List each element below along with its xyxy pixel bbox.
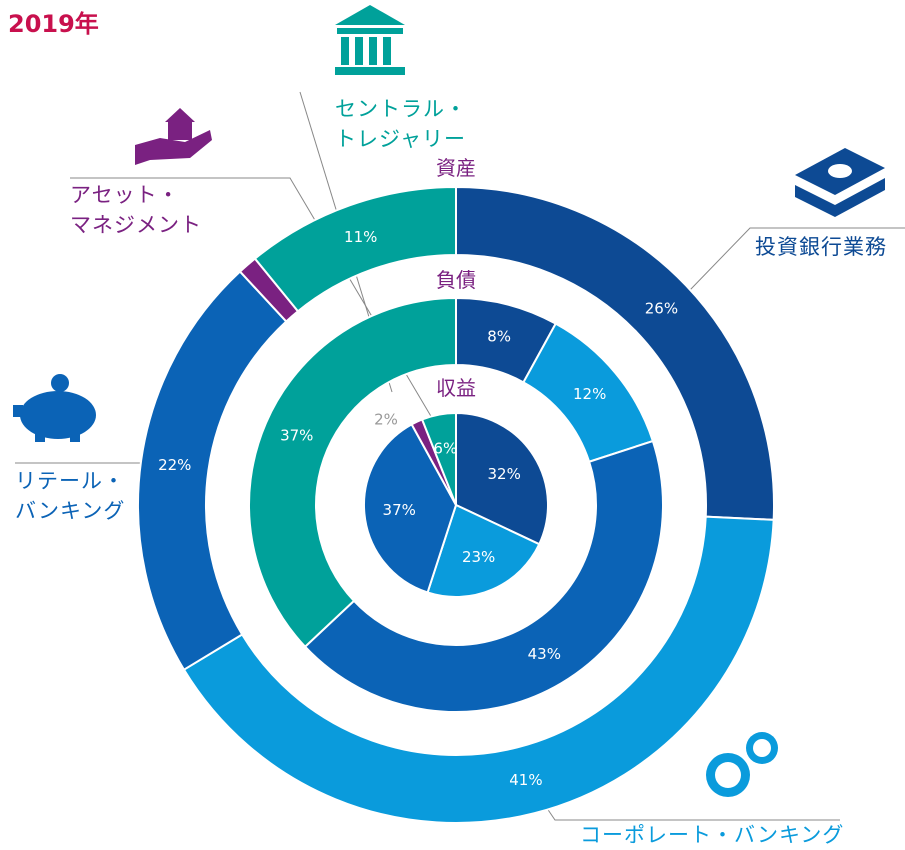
gears-icon: [706, 732, 778, 797]
leader-line: [689, 227, 905, 291]
data-label: 43%: [528, 645, 561, 663]
segment: [182, 515, 775, 824]
data-label: 12%: [573, 385, 606, 403]
segment: [253, 185, 457, 313]
legend-label: コーポレート・バンキング: [580, 823, 845, 847]
legend-label: セントラル・ トレジャリー: [335, 97, 467, 151]
piggy-icon: [13, 374, 96, 442]
ring-label: 資産: [436, 156, 476, 180]
data-label: 11%: [344, 228, 377, 246]
legend-label: 投資銀行業務: [755, 235, 887, 259]
data-label: 37%: [383, 501, 416, 519]
data-label: 2%: [374, 411, 398, 429]
asset-icon: [135, 108, 212, 165]
segment: [248, 296, 457, 649]
leader-line: [537, 794, 840, 821]
data-label: 32%: [487, 465, 520, 483]
data-label: 23%: [462, 548, 495, 566]
segment: [303, 439, 664, 713]
data-label: 22%: [158, 456, 191, 474]
data-label: 26%: [645, 299, 678, 317]
data-label: 8%: [487, 327, 511, 345]
bank-icon: [335, 5, 405, 75]
legend-label: アセット・ マネジメント: [70, 183, 202, 237]
data-label: 37%: [280, 427, 313, 445]
data-label: 41%: [509, 771, 542, 789]
ring-label: 負債: [436, 268, 476, 292]
money-icon: [795, 148, 885, 217]
ring-label: 収益: [436, 376, 476, 400]
segment: [420, 411, 457, 506]
segment: [363, 423, 458, 594]
segment: [426, 503, 541, 598]
chart-title: 2019年: [8, 10, 99, 38]
segment: [455, 411, 549, 546]
legend-label: リテール・ バンキング: [15, 469, 126, 523]
data-label: 6%: [433, 439, 457, 457]
